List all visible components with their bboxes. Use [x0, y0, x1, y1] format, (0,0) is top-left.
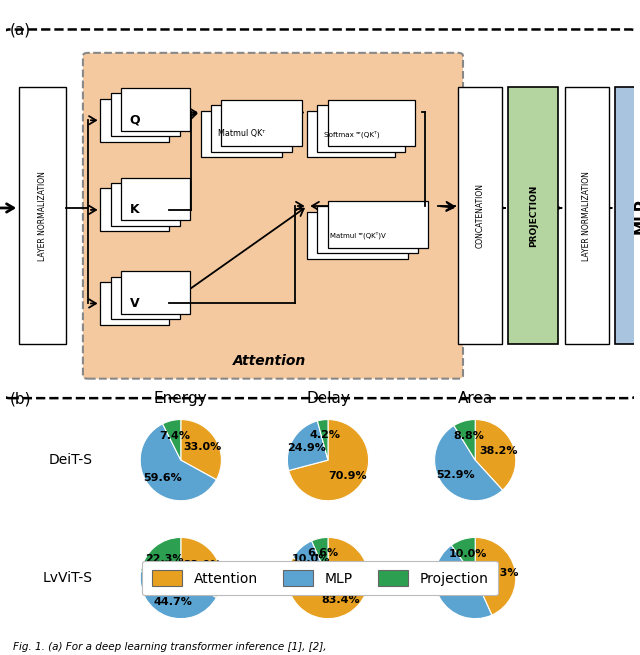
Text: 22.3%: 22.3%	[145, 553, 184, 564]
Text: Matmul QKᵀ: Matmul QKᵀ	[218, 130, 265, 138]
Wedge shape	[140, 424, 216, 500]
Text: Area: Area	[458, 391, 493, 406]
Wedge shape	[141, 537, 181, 578]
Text: 33.0%: 33.0%	[183, 560, 221, 571]
Text: Attention: Attention	[233, 354, 307, 367]
Text: 46.7%: 46.7%	[434, 586, 473, 595]
FancyBboxPatch shape	[120, 178, 189, 221]
Wedge shape	[287, 537, 369, 618]
FancyBboxPatch shape	[508, 87, 558, 345]
FancyBboxPatch shape	[307, 212, 408, 259]
FancyBboxPatch shape	[111, 276, 179, 320]
FancyBboxPatch shape	[4, 29, 636, 398]
FancyBboxPatch shape	[100, 99, 170, 141]
FancyBboxPatch shape	[564, 87, 609, 345]
Text: 8.8%: 8.8%	[453, 431, 484, 441]
Text: Q: Q	[130, 114, 140, 127]
FancyBboxPatch shape	[458, 87, 502, 345]
Wedge shape	[475, 419, 516, 490]
Wedge shape	[312, 537, 328, 578]
Wedge shape	[287, 421, 328, 470]
Text: PROJECTION: PROJECTION	[529, 185, 538, 247]
Text: LAYER NORMALIZATION: LAYER NORMALIZATION	[582, 171, 591, 261]
FancyBboxPatch shape	[307, 111, 396, 157]
Text: 70.9%: 70.9%	[328, 470, 367, 481]
Text: Delay: Delay	[306, 391, 350, 406]
FancyBboxPatch shape	[120, 88, 189, 131]
Wedge shape	[289, 419, 369, 500]
FancyBboxPatch shape	[120, 271, 189, 314]
FancyBboxPatch shape	[221, 100, 303, 146]
Text: 10.0%: 10.0%	[448, 549, 486, 559]
Text: 38.2%: 38.2%	[479, 446, 518, 456]
Text: LAYER NORMALIZATION: LAYER NORMALIZATION	[38, 171, 47, 261]
Wedge shape	[180, 537, 221, 597]
Text: V: V	[130, 297, 140, 310]
Text: 52.9%: 52.9%	[436, 470, 474, 480]
Text: 24.9%: 24.9%	[287, 443, 326, 453]
Text: 44.7%: 44.7%	[153, 597, 192, 607]
Wedge shape	[140, 571, 216, 618]
Text: CONCATENATION: CONCATENATION	[476, 183, 484, 248]
Legend: Attention, MLP, Projection: Attention, MLP, Projection	[142, 561, 498, 595]
FancyBboxPatch shape	[19, 87, 66, 345]
Text: MLP: MLP	[634, 198, 640, 234]
FancyBboxPatch shape	[615, 87, 640, 345]
FancyBboxPatch shape	[111, 183, 179, 226]
FancyBboxPatch shape	[317, 206, 418, 253]
Text: (b): (b)	[10, 391, 31, 406]
Text: 83.4%: 83.4%	[321, 595, 360, 605]
Wedge shape	[293, 541, 328, 578]
Text: Fig. 1. (a) For a deep learning transformer inference [1], [2],: Fig. 1. (a) For a deep learning transfor…	[13, 642, 326, 652]
Text: 33.0%: 33.0%	[183, 442, 221, 453]
Wedge shape	[163, 419, 181, 460]
Text: 4.2%: 4.2%	[309, 430, 340, 440]
Wedge shape	[435, 545, 492, 618]
Text: 43.3%: 43.3%	[481, 568, 519, 578]
Wedge shape	[317, 419, 328, 460]
Text: DeiT-S: DeiT-S	[49, 453, 93, 467]
FancyBboxPatch shape	[317, 105, 405, 152]
Text: Energy: Energy	[154, 391, 207, 406]
Text: K: K	[130, 204, 140, 216]
FancyBboxPatch shape	[201, 111, 282, 157]
Wedge shape	[475, 537, 516, 615]
FancyBboxPatch shape	[111, 94, 179, 136]
Text: 59.6%: 59.6%	[143, 473, 182, 483]
Text: Softmax ᵆ(QKᵀ): Softmax ᵆ(QKᵀ)	[324, 130, 379, 138]
Text: 10.0%: 10.0%	[292, 554, 330, 564]
Wedge shape	[435, 426, 502, 500]
FancyBboxPatch shape	[211, 105, 292, 152]
FancyBboxPatch shape	[100, 282, 170, 325]
FancyBboxPatch shape	[100, 189, 170, 231]
Text: Matmul ᵆ(QKᵀ)V: Matmul ᵆ(QKᵀ)V	[330, 231, 385, 239]
Text: (a): (a)	[10, 23, 31, 38]
Wedge shape	[451, 537, 476, 578]
FancyBboxPatch shape	[328, 100, 415, 146]
Text: 7.4%: 7.4%	[159, 430, 191, 441]
FancyBboxPatch shape	[83, 53, 463, 379]
Text: 6.6%: 6.6%	[307, 548, 339, 559]
Text: LvViT-S: LvViT-S	[43, 571, 93, 585]
Wedge shape	[180, 419, 221, 479]
Wedge shape	[454, 419, 476, 460]
FancyBboxPatch shape	[328, 201, 428, 248]
